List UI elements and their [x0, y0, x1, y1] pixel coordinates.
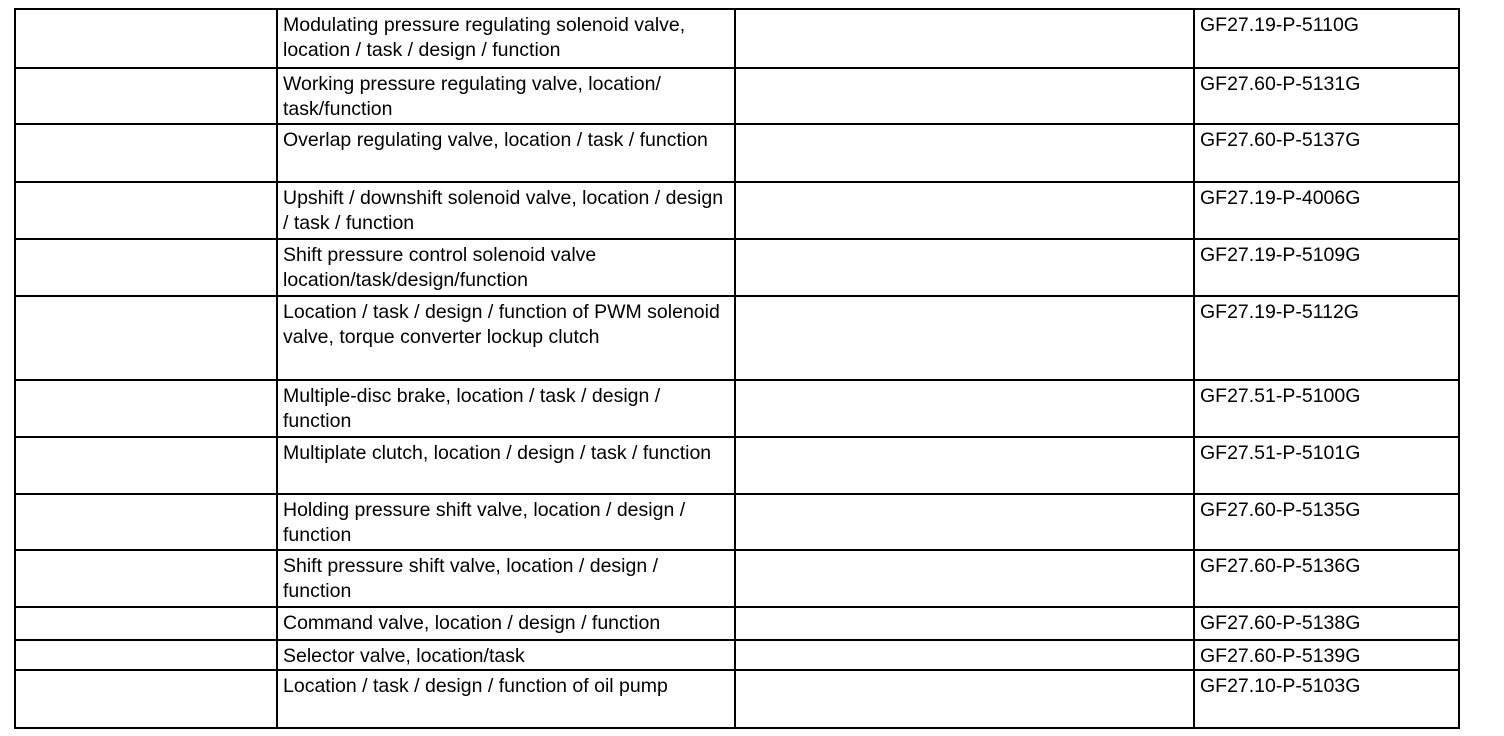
blank-cell [734, 295, 1195, 381]
table-row: Modulating pressure regulating solenoid … [14, 8, 1460, 69]
description-cell: Upshift / downshift solenoid valve, loca… [276, 181, 736, 240]
reference-cell[interactable]: GF27.10-P-5103G [1193, 669, 1460, 729]
reference-cell[interactable]: GF27.60-P-5131G [1193, 67, 1460, 125]
reference-cell[interactable]: GF27.60-P-5139G [1193, 639, 1460, 671]
blank-cell [734, 238, 1195, 297]
description-cell: Location / task / design / function of P… [276, 295, 736, 381]
table-row: Command valve, location / design / funct… [14, 606, 1460, 641]
description-cell: Overlap regulating valve, location / tas… [276, 123, 736, 183]
blank-cell [14, 379, 278, 438]
reference-cell[interactable]: GF27.51-P-5101G [1193, 436, 1460, 495]
table-body: Modulating pressure regulating solenoid … [14, 8, 1460, 729]
description-cell: Modulating pressure regulating solenoid … [276, 8, 736, 69]
blank-cell [734, 669, 1195, 729]
blank-cell [14, 669, 278, 729]
reference-cell[interactable]: GF27.60-P-5137G [1193, 123, 1460, 183]
reference-cell[interactable]: GF27.60-P-5136G [1193, 549, 1460, 608]
table-row: Holding pressure shift valve, location /… [14, 493, 1460, 551]
table-row: Multiple-disc brake, location / task / d… [14, 379, 1460, 438]
reference-cell[interactable]: GF27.19-P-5109G [1193, 238, 1460, 297]
blank-cell [734, 639, 1195, 671]
reference-cell[interactable]: GF27.19-P-5110G [1193, 8, 1460, 69]
table-row: Location / task / design / function of P… [14, 295, 1460, 381]
document-reference-table: Modulating pressure regulating solenoid … [14, 8, 1460, 729]
reference-cell[interactable]: GF27.60-P-5135G [1193, 493, 1460, 551]
description-cell: Shift pressure shift valve, location / d… [276, 549, 736, 608]
blank-cell [14, 8, 278, 69]
blank-cell [734, 181, 1195, 240]
table-row: Upshift / downshift solenoid valve, loca… [14, 181, 1460, 240]
blank-cell [734, 67, 1195, 125]
reference-cell[interactable]: GF27.19-P-4006G [1193, 181, 1460, 240]
blank-cell [14, 181, 278, 240]
description-cell: Location / task / design / function of o… [276, 669, 736, 729]
table-row: Shift pressure shift valve, location / d… [14, 549, 1460, 608]
blank-cell [14, 123, 278, 183]
blank-cell [734, 8, 1195, 69]
blank-cell [14, 67, 278, 125]
description-cell: Holding pressure shift valve, location /… [276, 493, 736, 551]
blank-cell [14, 295, 278, 381]
table-row: Shift pressure control solenoid valve lo… [14, 238, 1460, 297]
blank-cell [734, 379, 1195, 438]
blank-cell [734, 606, 1195, 641]
description-cell: Selector valve, location/task [276, 639, 736, 671]
blank-cell [14, 639, 278, 671]
table-row: Working pressure regulating valve, locat… [14, 67, 1460, 125]
reference-cell[interactable]: GF27.60-P-5138G [1193, 606, 1460, 641]
table-row: Multiplate clutch, location / design / t… [14, 436, 1460, 495]
description-cell: Command valve, location / design / funct… [276, 606, 736, 641]
table-row: Overlap regulating valve, location / tas… [14, 123, 1460, 183]
blank-cell [734, 549, 1195, 608]
blank-cell [14, 549, 278, 608]
table-row: Selector valve, location/task GF27.60-P-5… [14, 639, 1460, 671]
description-cell: Multiplate clutch, location / design / t… [276, 436, 736, 495]
reference-cell[interactable]: GF27.19-P-5112G [1193, 295, 1460, 381]
description-cell: Multiple-disc brake, location / task / d… [276, 379, 736, 438]
blank-cell [14, 606, 278, 641]
blank-cell [14, 436, 278, 495]
blank-cell [14, 238, 278, 297]
table-row: Location / task / design / function of o… [14, 669, 1460, 729]
blank-cell [14, 493, 278, 551]
blank-cell [734, 123, 1195, 183]
blank-cell [734, 493, 1195, 551]
blank-cell [734, 436, 1195, 495]
reference-cell[interactable]: GF27.51-P-5100G [1193, 379, 1460, 438]
description-cell: Shift pressure control solenoid valve lo… [276, 238, 736, 297]
description-cell: Working pressure regulating valve, locat… [276, 67, 736, 125]
